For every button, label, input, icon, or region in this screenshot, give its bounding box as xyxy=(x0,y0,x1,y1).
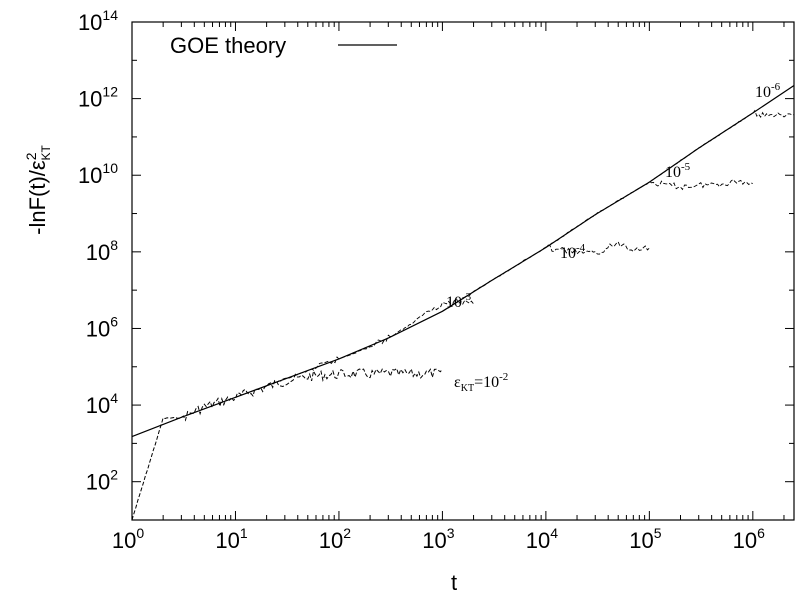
y-tick-exponent: 12 xyxy=(102,84,118,100)
series-curve-eps-5 xyxy=(545,179,753,248)
y-tick-exponent: 6 xyxy=(110,313,118,329)
y-tick-label: 1012 xyxy=(78,84,118,112)
y-tick-label: 1010 xyxy=(78,160,118,188)
y-tick-exponent: 10 xyxy=(102,160,118,176)
y-axis-label-main: -lnF(t)/ε xyxy=(25,160,50,235)
x-tick-base: 10 xyxy=(629,528,653,553)
y-tick-base: 10 xyxy=(86,393,110,418)
annotation-label: εKT=10-2 xyxy=(454,371,508,394)
plot-frame xyxy=(131,21,795,521)
y-tick-label: 1014 xyxy=(78,7,118,35)
annotation-superscript: -5 xyxy=(681,161,691,173)
annotation-label: 10-4 xyxy=(560,242,586,262)
annotation-superscript: -6 xyxy=(771,81,781,93)
annotation-superscript: -4 xyxy=(576,242,586,254)
y-tick-label: 106 xyxy=(86,313,118,341)
y-tick-exponent: 14 xyxy=(102,7,118,23)
x-tick-label: 100 xyxy=(112,525,144,553)
annotation-label: 10-6 xyxy=(755,81,781,101)
y-tick-base: 10 xyxy=(86,240,110,265)
y-tick-exponent: 2 xyxy=(110,467,118,483)
annotation-label: 10-5 xyxy=(665,161,691,181)
y-tick-label: 104 xyxy=(86,390,118,418)
x-tick-label: 105 xyxy=(629,525,661,553)
legend-label: GOE theory xyxy=(170,33,286,58)
x-tick-exponent: 3 xyxy=(447,525,455,541)
y-tick-base: 10 xyxy=(86,316,110,341)
x-tick-exponent: 4 xyxy=(550,525,558,541)
x-tick-base: 10 xyxy=(526,528,550,553)
legend: GOE theory xyxy=(170,33,397,58)
y-axis-label-sub: KT xyxy=(39,144,53,160)
x-tick-exponent: 5 xyxy=(654,525,662,541)
annotation-base: 10 xyxy=(665,164,681,181)
y-tick-base: 10 xyxy=(86,470,110,495)
y-axis-label: -lnF(t)/ε2KT xyxy=(23,144,53,234)
annotation-equals: =10 xyxy=(474,374,499,391)
x-tick-base: 10 xyxy=(422,528,446,553)
annotation-base: 10 xyxy=(560,245,576,262)
x-axis-label: t xyxy=(451,570,457,595)
x-tick-label: 101 xyxy=(215,525,247,553)
annotation-base: ε xyxy=(454,374,461,391)
x-tick-base: 10 xyxy=(319,528,343,553)
x-tick-label: 104 xyxy=(526,525,558,553)
annotation-base: 10 xyxy=(755,84,771,101)
x-tick-label: 103 xyxy=(422,525,454,553)
y-axis-label-sup: 2 xyxy=(23,152,39,160)
x-tick-exponent: 6 xyxy=(757,525,765,541)
x-tick-base: 10 xyxy=(215,528,239,553)
curve-annotations: εKT=10-210-310-410-510-6 xyxy=(446,81,781,394)
y-tick-base: 10 xyxy=(78,163,102,188)
x-tick-exponent: 2 xyxy=(343,525,351,541)
annotation-base: 10 xyxy=(446,294,462,311)
series-curve-eps-3 xyxy=(266,298,474,387)
x-tick-label: 102 xyxy=(319,525,351,553)
y-tick-exponent: 8 xyxy=(110,237,118,253)
annotation-superscript: -2 xyxy=(499,371,508,383)
annotation-label: 10-3 xyxy=(446,291,472,311)
series-curve-eps-2 xyxy=(131,367,443,521)
annotation-superscript: -3 xyxy=(462,291,472,303)
y-tick-exponent: 4 xyxy=(110,390,118,406)
x-tick-label: 106 xyxy=(733,525,765,553)
y-tick-base: 10 xyxy=(78,10,102,35)
series-curve-eps-6 xyxy=(649,109,795,183)
x-tick-exponent: 1 xyxy=(240,525,248,541)
y-tick-base: 10 xyxy=(78,87,102,112)
y-tick-label: 102 xyxy=(86,467,118,495)
annotation-subscript: KT xyxy=(461,383,474,394)
x-tick-exponent: 0 xyxy=(136,525,144,541)
series-curve-eps-4 xyxy=(442,241,650,312)
x-axis-ticks: 100 101 102 103 104 105 106 xyxy=(112,22,785,553)
plot-curves xyxy=(131,85,795,521)
y-tick-label: 108 xyxy=(86,237,118,265)
plot-border xyxy=(131,21,795,521)
x-tick-base: 10 xyxy=(733,528,757,553)
x-tick-base: 10 xyxy=(112,528,136,553)
